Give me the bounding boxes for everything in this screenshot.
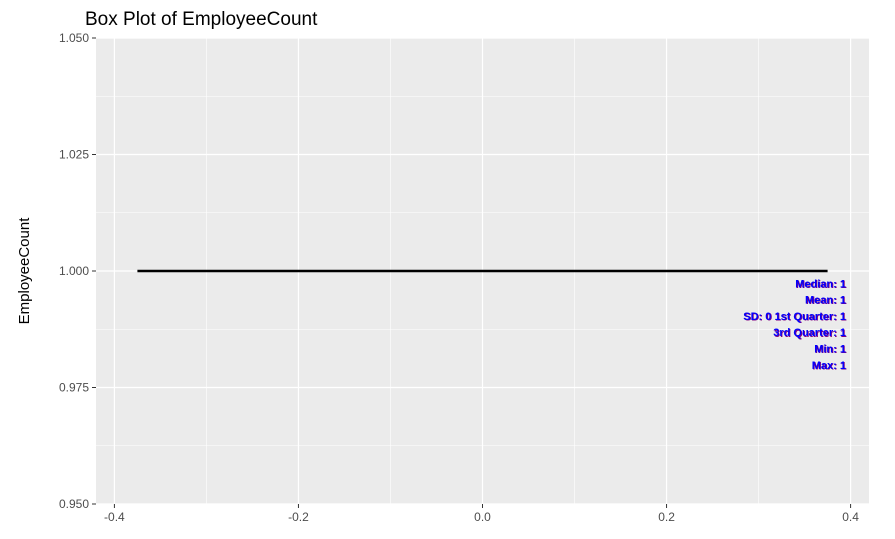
y-tick-label: 0.950 xyxy=(59,497,89,511)
x-tick-label: 0.0 xyxy=(474,510,491,524)
stat-annotation-shadow: Median: 1 xyxy=(796,279,847,291)
stat-annotation: Max: 1 xyxy=(812,360,846,372)
stat-annotation-shadow: Max: 1 xyxy=(813,360,847,372)
stat-annotation: SD: 0 1st Quarter: 1 xyxy=(743,311,846,323)
x-axis: -0.4 -0.2 0.0 0.2 0.4 xyxy=(104,504,859,524)
y-axis: 0.950 0.975 1.000 1.025 1.050 xyxy=(59,31,96,511)
y-tick-label: 0.975 xyxy=(59,381,89,395)
y-axis-title: EmployeeCount xyxy=(16,217,33,325)
stat-annotation-shadow: 3rd Quarter: 1 xyxy=(774,328,847,340)
stat-annotation-shadow: Mean: 1 xyxy=(806,295,847,307)
x-tick-label: -0.2 xyxy=(288,510,309,524)
stat-annotation-shadow: Min: 1 xyxy=(815,344,847,356)
stat-annotation: Min: 1 xyxy=(814,344,846,356)
y-tick-label: 1.000 xyxy=(59,264,89,278)
y-tick-label: 1.050 xyxy=(59,31,89,45)
stat-annotation: 3rd Quarter: 1 xyxy=(773,327,846,339)
x-tick-label: -0.4 xyxy=(104,510,125,524)
x-tick-label: 0.2 xyxy=(658,510,675,524)
x-tick-label: 0.4 xyxy=(842,510,859,524)
y-tick-label: 1.025 xyxy=(59,148,89,162)
stat-annotation: Mean: 1 xyxy=(805,295,846,307)
stat-annotation-shadow: SD: 0 1st Quarter: 1 xyxy=(744,312,847,324)
stat-annotation: Median: 1 xyxy=(795,278,846,290)
chart-title: Box Plot of EmployeeCount xyxy=(85,9,318,30)
